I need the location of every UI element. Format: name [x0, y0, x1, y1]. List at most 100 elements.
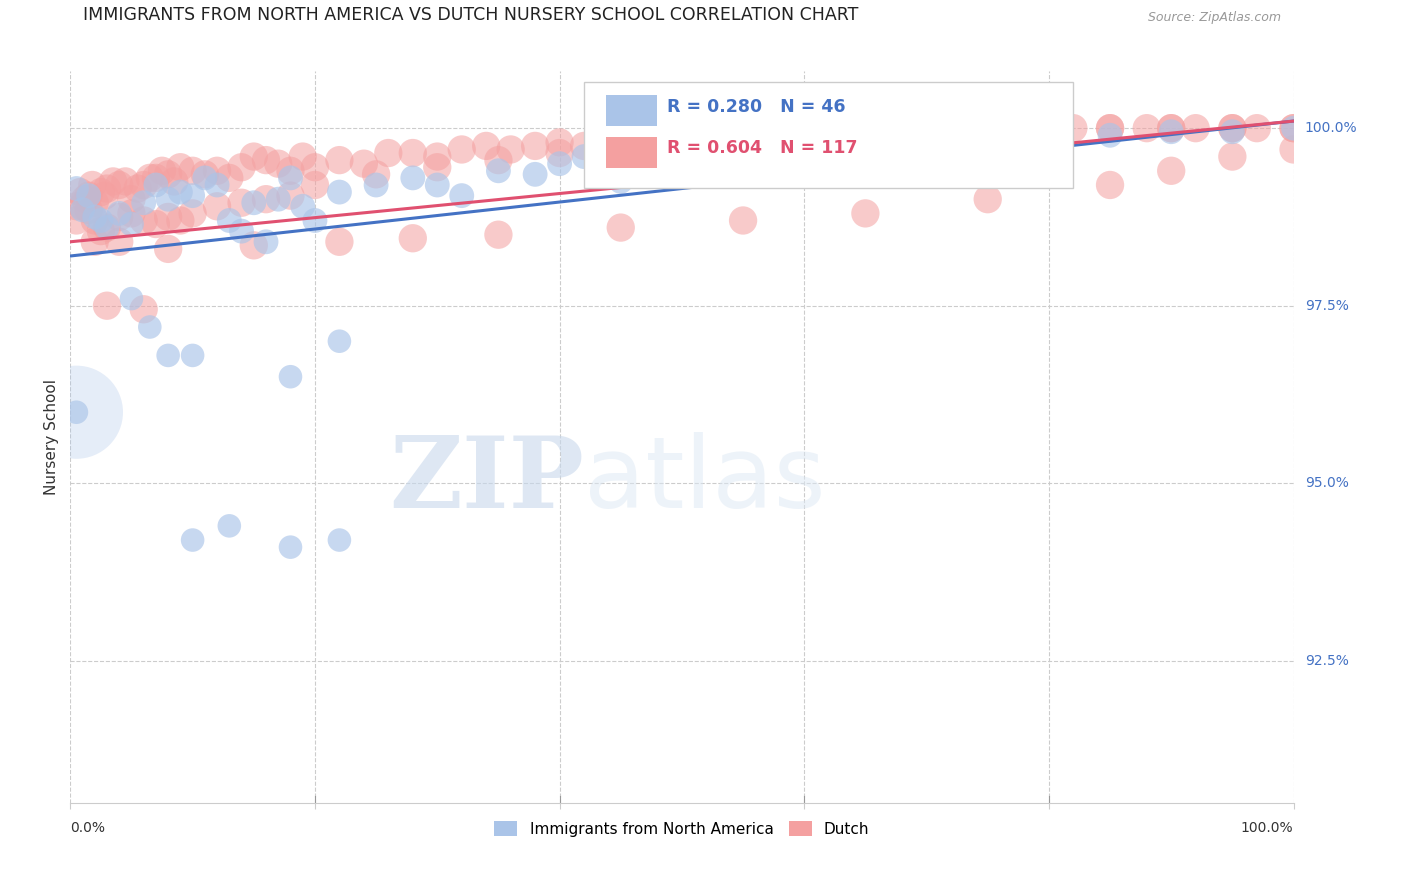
Point: [915, 125, 938, 139]
Point: [205, 178, 228, 192]
Point: [1038, 121, 1060, 136]
Point: [1282, 121, 1305, 136]
Point: [377, 146, 399, 161]
Point: [65, 199, 87, 213]
Point: [572, 139, 595, 153]
Point: [121, 192, 143, 206]
Point: [610, 174, 633, 188]
Point: [475, 139, 498, 153]
Point: [1220, 125, 1243, 139]
Point: [157, 348, 180, 362]
Point: [647, 156, 669, 170]
Point: [181, 533, 204, 547]
Point: [150, 163, 173, 178]
Point: [77, 202, 100, 217]
Point: [402, 170, 425, 185]
Point: [280, 369, 302, 384]
Point: [548, 156, 571, 170]
Point: [328, 153, 350, 168]
Point: [194, 167, 217, 181]
Point: [181, 348, 204, 362]
Point: [121, 217, 143, 231]
Point: [96, 220, 118, 235]
Point: [1160, 125, 1182, 139]
Point: [1062, 121, 1084, 136]
Text: 100.0%: 100.0%: [1241, 821, 1294, 835]
Point: [163, 174, 186, 188]
Point: [205, 163, 228, 178]
Point: [402, 231, 425, 245]
Point: [145, 170, 167, 185]
Point: [817, 127, 839, 141]
Point: [733, 213, 755, 227]
Point: [695, 160, 717, 174]
Text: 92.5%: 92.5%: [1305, 654, 1348, 668]
Point: [328, 235, 350, 249]
Point: [254, 192, 277, 206]
Point: [1160, 121, 1182, 136]
Point: [976, 121, 998, 136]
Point: [610, 220, 633, 235]
Point: [744, 128, 766, 143]
Text: 100.0%: 100.0%: [1305, 121, 1357, 136]
Point: [231, 195, 253, 210]
Point: [1099, 121, 1122, 136]
Point: [304, 178, 326, 192]
Point: [205, 199, 228, 213]
Point: [1282, 143, 1305, 157]
Point: [769, 127, 792, 141]
Point: [1246, 121, 1268, 136]
Point: [450, 188, 472, 202]
Point: [218, 213, 240, 227]
Point: [450, 143, 472, 157]
Point: [891, 122, 914, 136]
Point: [488, 163, 510, 178]
Point: [671, 128, 693, 143]
Point: [83, 213, 105, 227]
Point: [855, 127, 877, 141]
Point: [1282, 121, 1305, 136]
Point: [139, 170, 162, 185]
Point: [939, 121, 962, 136]
Point: [267, 156, 290, 170]
Point: [69, 185, 91, 199]
Point: [280, 540, 302, 554]
Point: [598, 132, 620, 146]
Point: [157, 192, 180, 206]
Point: [169, 185, 191, 199]
Point: [291, 150, 314, 164]
Point: [82, 178, 104, 192]
Point: [733, 150, 755, 164]
Point: [145, 217, 167, 231]
Point: [65, 181, 87, 195]
Point: [976, 192, 998, 206]
Point: [139, 320, 162, 334]
Point: [855, 206, 877, 220]
Point: [548, 146, 571, 161]
Point: [127, 181, 149, 195]
Point: [1282, 121, 1305, 136]
Point: [855, 146, 877, 161]
Point: [793, 143, 815, 157]
Point: [366, 178, 388, 192]
FancyBboxPatch shape: [606, 95, 658, 127]
Point: [499, 143, 522, 157]
Point: [328, 185, 350, 199]
Text: atlas: atlas: [583, 433, 825, 530]
Point: [304, 160, 326, 174]
Point: [1160, 121, 1182, 136]
Point: [793, 129, 815, 144]
Point: [121, 206, 143, 220]
Point: [132, 178, 155, 192]
Point: [488, 227, 510, 242]
Point: [695, 132, 717, 146]
Point: [65, 213, 87, 227]
Point: [65, 405, 87, 419]
Point: [976, 139, 998, 153]
Point: [1220, 121, 1243, 136]
Point: [96, 220, 118, 235]
Point: [866, 125, 889, 139]
Point: [353, 156, 375, 170]
Point: [83, 195, 105, 210]
Point: [108, 210, 131, 224]
